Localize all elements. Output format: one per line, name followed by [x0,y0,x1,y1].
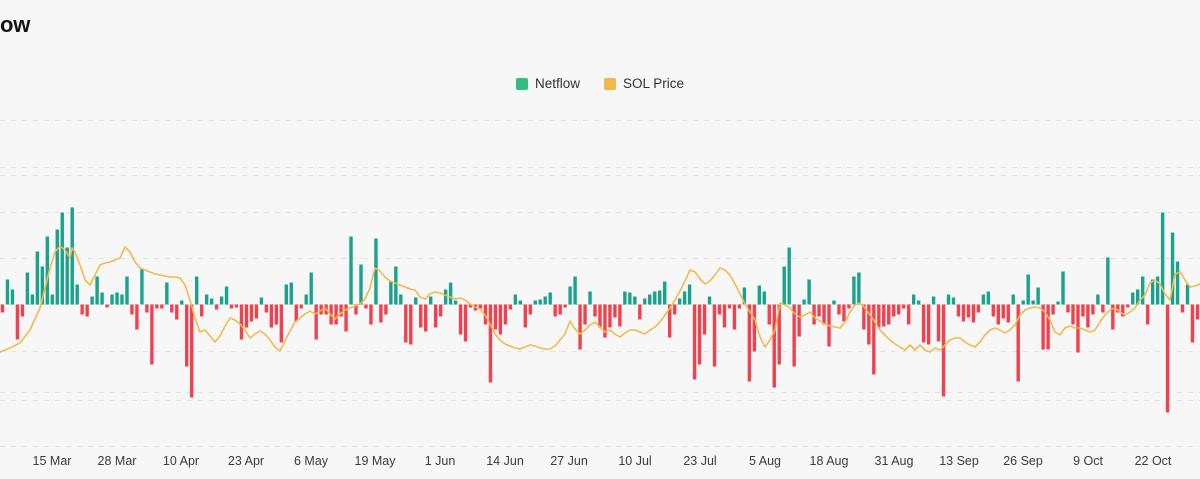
legend-label-netflow: Netflow [534,76,580,91]
netflow-swatch-icon [515,77,528,90]
legend-item-netflow[interactable]: Netflow [515,76,580,91]
page-title: ow [0,12,31,37]
legend-item-sol-price[interactable]: SOL Price [603,76,685,91]
sol-price-swatch-icon [603,77,616,90]
legend-label-sol-price: SOL Price [622,76,685,91]
chart-legend: Netflow SOL Price [0,76,1200,91]
